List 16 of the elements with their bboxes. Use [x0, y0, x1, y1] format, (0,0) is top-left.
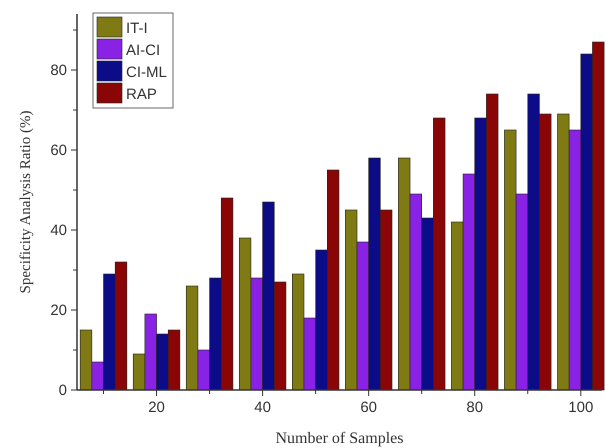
x-tick-label: 60	[360, 399, 378, 416]
legend-label: IT-I	[126, 20, 148, 37]
y-tick-label: 60	[50, 142, 67, 159]
legend-label: CI-ML	[126, 64, 167, 81]
y-tick-label: 80	[50, 62, 67, 79]
y-tick-label: 40	[50, 222, 67, 239]
x-tick-label: 80	[466, 399, 484, 416]
y-tick-label: 0	[58, 382, 67, 399]
legend-label: RAP	[126, 86, 157, 103]
legend-label: AI-CI	[126, 42, 160, 59]
x-axis-title: Number of Samples	[276, 430, 404, 447]
x-tick-label: 20	[148, 399, 165, 416]
y-axis-title: Specificity Analysis Ratio (%)	[18, 110, 34, 294]
y-tick-label: 20	[50, 302, 67, 319]
x-tick-label: 100	[568, 399, 594, 416]
x-tick-label: 40	[254, 399, 271, 416]
